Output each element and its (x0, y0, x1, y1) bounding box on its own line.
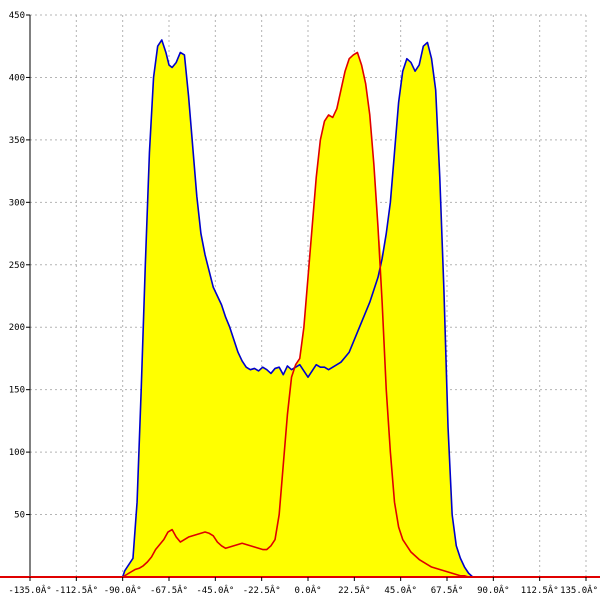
x-tick-label: -67.5Â° (150, 584, 188, 596)
series-line-blue (30, 39, 586, 578)
x-tick-label: -90.0Â° (104, 584, 142, 596)
x-tick-label: 90.0Â° (477, 584, 510, 596)
x-tick-label: 112.5Â° (521, 584, 559, 596)
area-fill-layer (30, 39, 586, 578)
x-tick-label: -45.0Â° (196, 584, 234, 596)
series-line-red (30, 51, 586, 578)
y-tick-label: 300 (9, 198, 25, 208)
axes (0, 14, 600, 581)
y-tick-label: 350 (9, 136, 25, 146)
x-tick-label: 45.0Â° (384, 584, 417, 596)
tick-labels: 50 100 150 200 250 300 350 400 450 -135.0Â° -112.5… (8, 11, 598, 596)
x-tick-label: 0.0Â° (294, 584, 321, 596)
x-tick-label: -22.5Â° (243, 584, 281, 596)
area-fill (30, 39, 586, 578)
y-tick-label: 400 (9, 73, 25, 83)
y-tick-label: 200 (9, 323, 25, 333)
y-tick-label: 150 (9, 386, 25, 396)
y-tick-label: 50 (14, 511, 25, 521)
y-tick-label: 450 (9, 11, 25, 21)
x-tick-label: -135.0Â° (8, 584, 51, 596)
x-tick-label: 67.5Â° (431, 584, 464, 596)
x-tick-label: -112.5Â° (55, 584, 98, 596)
y-tick-label: 100 (9, 448, 25, 458)
x-tick-label: 135.0Â° (560, 584, 598, 596)
series-lines-layer (30, 39, 586, 578)
x-tick-label: 22.5Â° (338, 584, 371, 596)
y-tick-label: 250 (9, 261, 25, 271)
